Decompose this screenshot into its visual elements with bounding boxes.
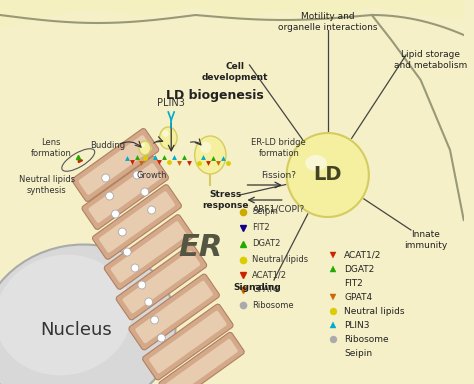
Text: ER: ER <box>178 233 223 263</box>
Ellipse shape <box>139 141 151 155</box>
FancyBboxPatch shape <box>110 221 187 283</box>
Circle shape <box>145 298 153 306</box>
Text: Lipid storage
and metabolism: Lipid storage and metabolism <box>394 50 467 70</box>
Circle shape <box>133 171 141 179</box>
Text: Budding: Budding <box>90 141 125 149</box>
FancyBboxPatch shape <box>88 163 162 223</box>
Text: Nucleus: Nucleus <box>40 321 112 339</box>
Text: LD biogenesis: LD biogenesis <box>166 88 264 101</box>
Ellipse shape <box>0 245 176 384</box>
Text: PLIN3: PLIN3 <box>157 98 185 108</box>
Ellipse shape <box>163 130 169 137</box>
Text: Fission?: Fission? <box>261 171 296 180</box>
Ellipse shape <box>195 136 226 174</box>
Ellipse shape <box>141 143 145 147</box>
FancyBboxPatch shape <box>143 304 233 380</box>
Circle shape <box>111 210 119 218</box>
FancyBboxPatch shape <box>149 311 227 373</box>
FancyBboxPatch shape <box>104 215 193 290</box>
Ellipse shape <box>0 255 132 375</box>
Circle shape <box>123 248 131 256</box>
Circle shape <box>287 133 369 217</box>
Text: ACAT1/2: ACAT1/2 <box>253 270 287 280</box>
FancyBboxPatch shape <box>82 156 169 230</box>
Text: ARF1/COPI?: ARF1/COPI? <box>253 205 305 214</box>
Circle shape <box>106 192 113 200</box>
Text: Growth: Growth <box>137 170 167 179</box>
Text: Innate
immunity: Innate immunity <box>404 230 447 250</box>
FancyBboxPatch shape <box>72 128 159 202</box>
Text: Signaling: Signaling <box>233 283 281 291</box>
Text: Motility and
organelle interactions: Motility and organelle interactions <box>278 12 377 32</box>
Circle shape <box>148 206 155 214</box>
Polygon shape <box>0 8 464 384</box>
FancyBboxPatch shape <box>99 191 175 253</box>
FancyBboxPatch shape <box>79 135 152 195</box>
Circle shape <box>151 316 158 324</box>
FancyBboxPatch shape <box>116 244 207 320</box>
Text: Ribosome: Ribosome <box>345 334 389 344</box>
Text: Neutral lipids: Neutral lipids <box>345 306 405 316</box>
Ellipse shape <box>159 127 177 149</box>
Text: Seipin: Seipin <box>345 349 373 358</box>
FancyBboxPatch shape <box>165 339 238 384</box>
FancyBboxPatch shape <box>92 185 182 260</box>
Text: Stress
response: Stress response <box>202 190 248 210</box>
FancyBboxPatch shape <box>129 274 219 350</box>
Circle shape <box>102 174 109 182</box>
Text: Ribosome: Ribosome <box>253 301 294 310</box>
Text: ER-LD bridge
formation: ER-LD bridge formation <box>251 138 306 158</box>
Text: Lens
formation: Lens formation <box>30 138 71 158</box>
Text: PLIN3: PLIN3 <box>345 321 370 329</box>
Circle shape <box>138 281 146 289</box>
Text: FIT2: FIT2 <box>253 223 270 232</box>
Text: Seipin: Seipin <box>253 207 278 217</box>
Text: Neutral lipids
synthesis: Neutral lipids synthesis <box>19 175 75 195</box>
FancyBboxPatch shape <box>123 251 201 313</box>
Text: DGAT2: DGAT2 <box>253 240 281 248</box>
Text: DGAT2: DGAT2 <box>345 265 374 273</box>
Text: Cell
development: Cell development <box>201 62 268 82</box>
FancyBboxPatch shape <box>135 281 213 343</box>
Text: GPAT4: GPAT4 <box>253 285 279 295</box>
Ellipse shape <box>305 155 327 171</box>
Text: ACAT1/2: ACAT1/2 <box>345 250 382 260</box>
Circle shape <box>118 228 126 236</box>
Text: LD: LD <box>313 166 342 184</box>
Ellipse shape <box>200 142 211 153</box>
Circle shape <box>141 188 149 196</box>
Circle shape <box>157 334 165 342</box>
FancyBboxPatch shape <box>159 332 244 384</box>
Text: FIT2: FIT2 <box>345 278 363 288</box>
Text: Neutral lipids: Neutral lipids <box>253 255 309 265</box>
Circle shape <box>131 264 139 272</box>
Text: GPAT4: GPAT4 <box>345 293 373 301</box>
